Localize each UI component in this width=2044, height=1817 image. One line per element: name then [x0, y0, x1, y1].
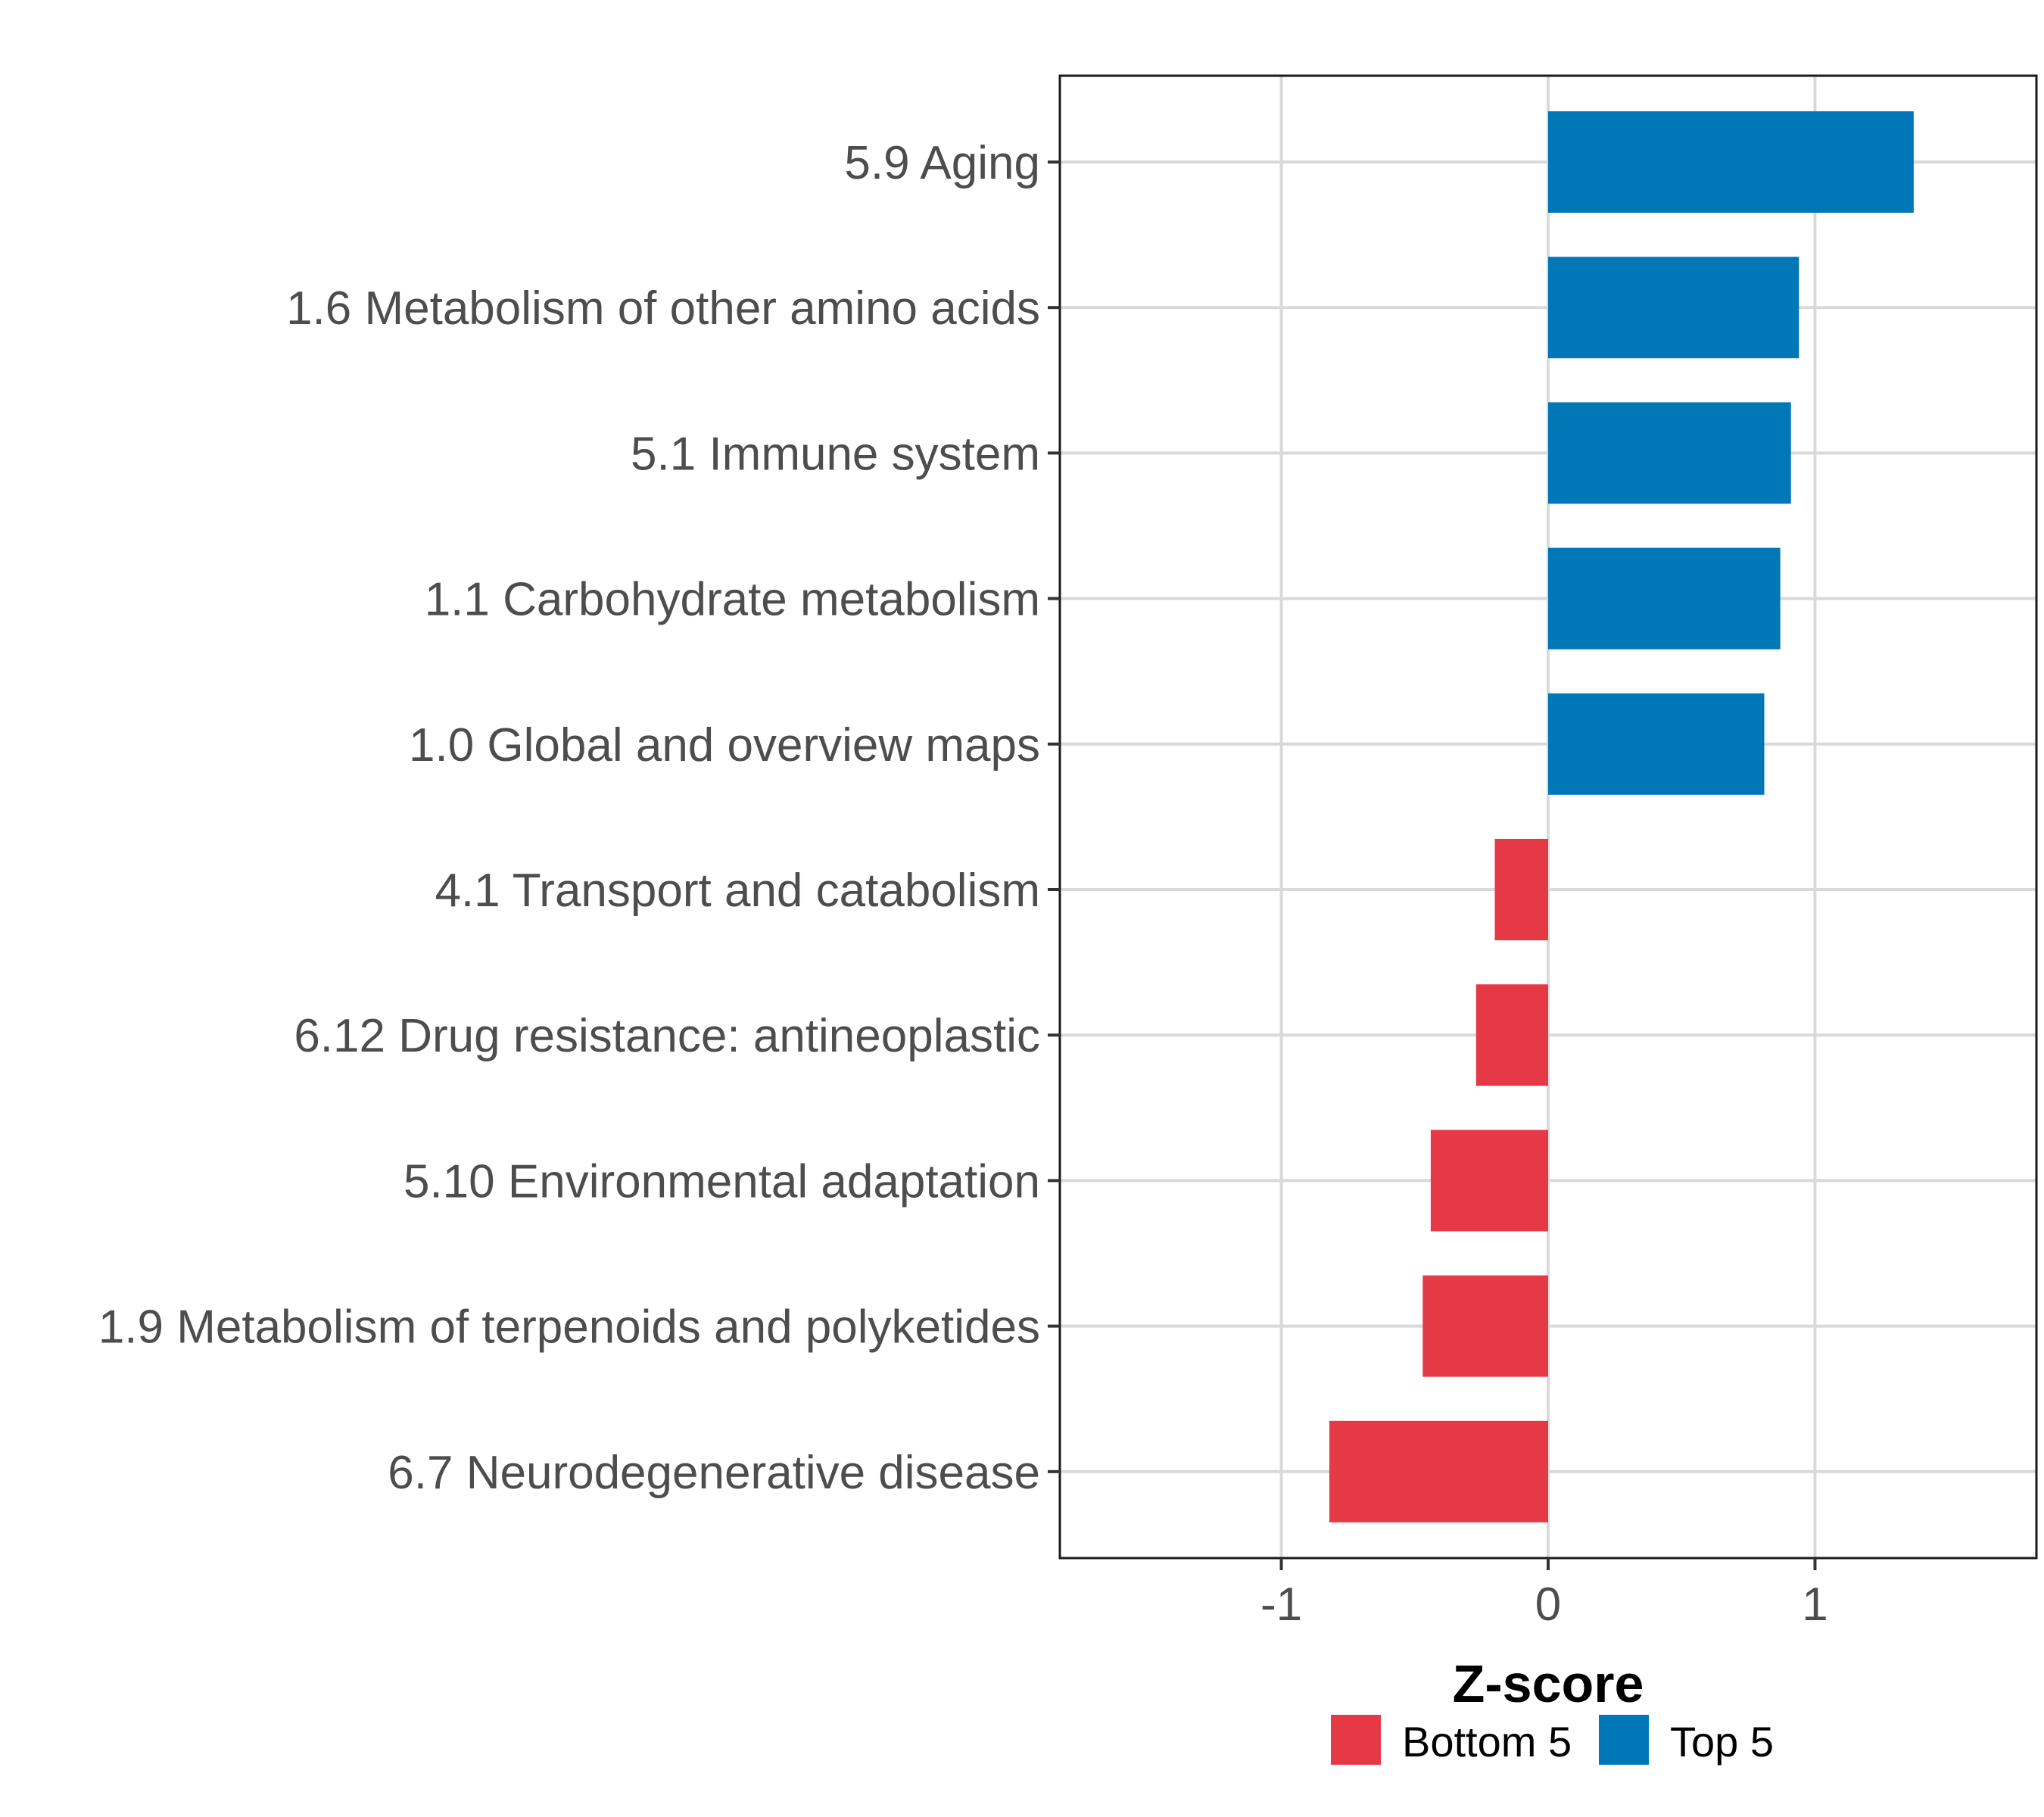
y-tick-label-4: 1.1 Carbohydrate metabolism: [425, 574, 1040, 626]
legend: Bottom 5 Top 5: [1331, 1715, 1774, 1766]
x-tick-label-0: -1: [1260, 1579, 1302, 1631]
bar-10: [1329, 1420, 1548, 1522]
legend-label-2: Top 5: [1670, 1718, 1774, 1766]
legend-key-1: [1331, 1715, 1381, 1765]
bar-8: [1430, 1130, 1548, 1232]
y-axis: 5.9 Aging 1.6 Metabolism of other amino a…: [98, 137, 1060, 1499]
y-tick-label-5: 1.0 Global and overview maps: [409, 719, 1040, 771]
bars: [1329, 111, 1914, 1522]
y-tick-label-1: 5.9 Aging: [844, 137, 1040, 189]
legend-key-2: [1599, 1715, 1649, 1765]
y-tick-label-9: 1.9 Metabolism of terpenoids and polyket…: [98, 1301, 1040, 1354]
y-tick-label-2: 1.6 Metabolism of other amino acids: [286, 282, 1040, 335]
y-tick-label-10: 6.7 Neurodegenerative disease: [388, 1447, 1040, 1499]
y-tick-label-7: 6.12 Drug resistance: antineoplastic: [294, 1010, 1040, 1062]
y-tick-label-8: 5.10 Environmental adaptation: [404, 1155, 1040, 1208]
bar-1: [1548, 111, 1914, 213]
bar-6: [1494, 839, 1548, 940]
x-tick-label-2: 1: [1802, 1579, 1827, 1631]
x-tick-label-1: 0: [1535, 1579, 1561, 1631]
bar-7: [1475, 984, 1548, 1086]
x-axis-title: Z-score: [1453, 1654, 1644, 1713]
legend-label-1: Bottom 5: [1402, 1718, 1572, 1766]
bar-9: [1422, 1275, 1548, 1377]
bar-4: [1548, 547, 1781, 650]
x-axis: -1 0 1: [1260, 1558, 1828, 1631]
bar-5: [1548, 693, 1765, 795]
y-tick-label-3: 5.1 Immune system: [631, 428, 1040, 480]
y-tick-label-6: 4.1 Transport and catabolism: [435, 865, 1040, 917]
bar-2: [1548, 257, 1799, 359]
bar-3: [1548, 402, 1791, 504]
